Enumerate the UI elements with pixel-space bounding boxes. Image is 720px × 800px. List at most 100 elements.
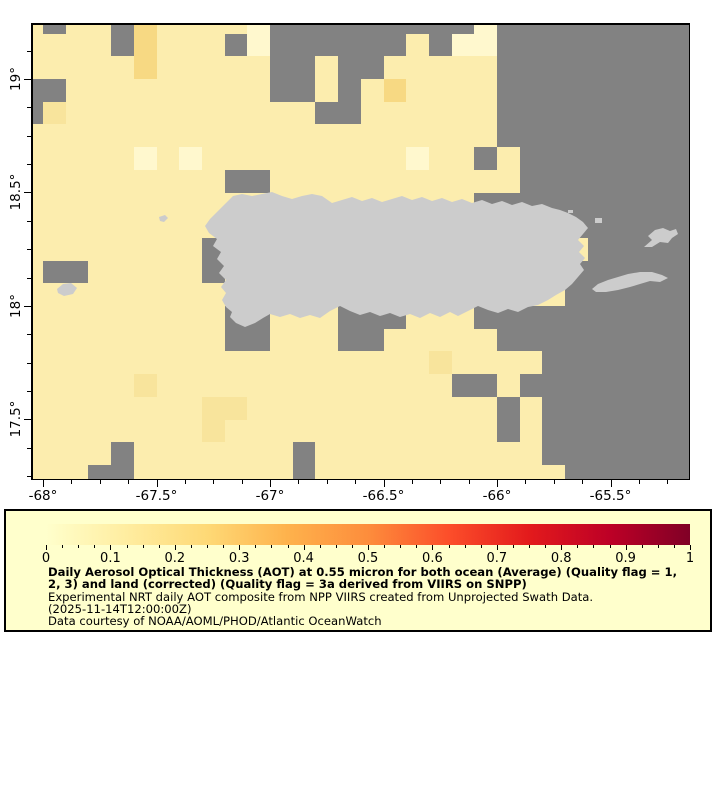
aot-grid-cell: [133, 442, 158, 466]
colorbar-minor-tick: [78, 545, 80, 548]
aot-grid-cell: [497, 396, 521, 421]
aot-grid-cell: [43, 442, 67, 466]
x-minor-tick: [298, 480, 300, 484]
x-major-tick: [156, 480, 158, 487]
colorbar-tick-label: 0.9: [615, 551, 636, 566]
aot-grid-cell: [156, 147, 180, 171]
aot-grid-cell: [315, 374, 339, 398]
y-major-tick: [24, 192, 31, 194]
aot-grid-cell: [292, 396, 316, 421]
aot-grid-cell: [655, 306, 680, 330]
aot-grid-cell: [565, 79, 589, 103]
aot-grid-cell: [111, 419, 135, 443]
aot-grid-cell: [224, 33, 248, 57]
aot-grid-cell: [133, 283, 158, 307]
aot-grid-cell: [519, 25, 543, 35]
aot-grid-cell: [360, 396, 385, 421]
aot-grid-cell: [201, 56, 226, 80]
aot-grid-cell: [111, 147, 135, 171]
aot-grid-cell: [338, 25, 362, 35]
y-minor-tick: [27, 334, 31, 336]
aot-grid-cell: [474, 147, 498, 171]
aot-grid-cell: [451, 101, 475, 125]
aot-grid-cell: [451, 351, 475, 375]
colorbar-tick-label: 0.2: [164, 551, 186, 566]
aot-grid-cell: [156, 419, 180, 443]
x-minor-tick: [525, 480, 527, 484]
colorbar-minor-tick: [480, 545, 482, 548]
aot-grid-cell: [156, 124, 180, 148]
aot-grid-cell: [133, 306, 158, 330]
aot-grid-cell: [247, 419, 271, 443]
x-tick-label: -65.5°: [589, 488, 632, 504]
aot-grid-cell: [133, 237, 158, 262]
aot-grid-cell: [292, 328, 316, 352]
aot-grid-cell: [65, 33, 89, 57]
y-tick-label: 17.5°: [8, 401, 24, 438]
aot-grid-cell: [678, 396, 689, 421]
aot-grid-cell: [65, 56, 89, 80]
aot-grid-cell: [43, 328, 67, 352]
aot-grid-cell: [565, 33, 589, 57]
aot-grid-cell: [133, 464, 158, 479]
aot-grid-cell: [270, 56, 294, 80]
aot-grid-cell: [224, 374, 248, 398]
aot-grid-cell: [610, 101, 634, 125]
aot-grid-cell: [133, 215, 158, 239]
aot-grid-cell: [406, 124, 430, 148]
aot-grid-cell: [428, 147, 453, 171]
aot-grid-cell: [111, 124, 135, 148]
aot-grid-cell: [201, 147, 226, 171]
aot-grid-cell: [587, 192, 612, 216]
aot-grid-cell: [655, 101, 680, 125]
legend-title-line2: 2, 3) and land (corrected) (Quality flag…: [48, 577, 527, 592]
aot-grid-cell: [156, 396, 180, 421]
aot-grid-cell: [133, 396, 158, 421]
aot-grid-cell: [111, 192, 135, 216]
aot-grid-cell: [33, 396, 44, 421]
aot-grid-cell: [406, 56, 430, 80]
aot-grid-cell: [315, 396, 339, 421]
aot-grid-cell: [43, 124, 67, 148]
aot-grid-cell: [88, 101, 112, 125]
vieques-landmass: [592, 272, 668, 292]
aot-grid-cell: [33, 25, 44, 35]
aot-grid-cell: [428, 396, 453, 421]
aot-grid-cell: [133, 79, 158, 103]
aot-grid-cell: [43, 396, 67, 421]
aot-grid-cell: [247, 464, 271, 479]
aot-grid-cell: [201, 33, 226, 57]
aot-grid-cell: [678, 283, 689, 307]
colorbar-minor-tick: [319, 545, 321, 548]
aot-grid-cell: [610, 79, 634, 103]
aot-grid-cell: [43, 215, 67, 239]
aot-grid-cell: [43, 79, 67, 103]
aot-grid-cell: [542, 464, 566, 479]
aot-grid-cell: [88, 351, 112, 375]
aot-grid-cell: [565, 464, 589, 479]
aot-grid-cell: [497, 374, 521, 398]
aot-grid-cell: [383, 124, 407, 148]
aot-grid-cell: [406, 442, 430, 466]
aot-grid-cell: [65, 215, 89, 239]
islet-north-coast: [568, 210, 573, 213]
aot-grid-cell: [43, 306, 67, 330]
aot-grid-cell: [270, 79, 294, 103]
aot-grid-cell: [497, 101, 521, 125]
aot-grid-cell: [678, 442, 689, 466]
aot-grid-cell: [247, 169, 271, 194]
aot-grid-cell: [360, 25, 385, 35]
aot-grid-cell: [33, 419, 44, 443]
aot-grid-cell: [156, 56, 180, 80]
aot-grid-cell: [678, 192, 689, 216]
aot-grid-cell: [179, 169, 203, 194]
aot-grid-cell: [43, 147, 67, 171]
aot-grid-cell: [111, 101, 135, 125]
aot-grid-cell: [542, 124, 566, 148]
aot-grid-cell: [270, 147, 294, 171]
aot-grid-cell: [655, 147, 680, 171]
aot-grid-cell: [156, 374, 180, 398]
aot-grid-cell: [610, 33, 634, 57]
aot-grid-cell: [406, 351, 430, 375]
aot-grid-cell: [179, 351, 203, 375]
